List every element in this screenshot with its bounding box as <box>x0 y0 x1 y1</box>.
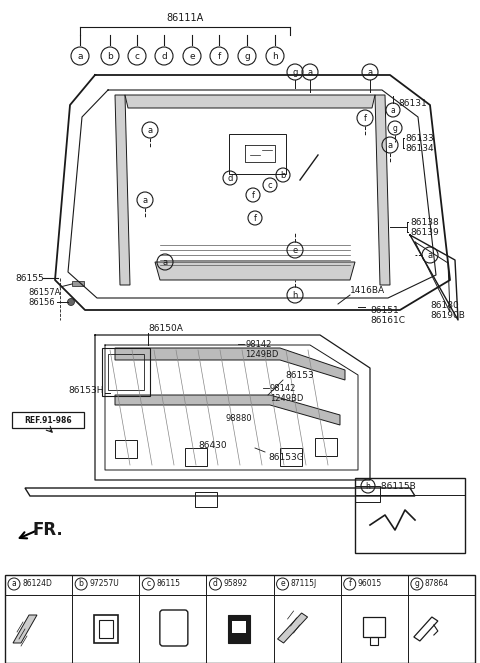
Text: h: h <box>292 290 298 300</box>
Text: e: e <box>280 579 285 589</box>
Polygon shape <box>232 621 246 633</box>
Text: b: b <box>79 579 84 589</box>
Bar <box>195 492 217 507</box>
Text: 86131: 86131 <box>398 99 427 107</box>
Text: 86153G: 86153G <box>268 453 304 461</box>
Text: g: g <box>292 68 298 76</box>
Text: 86155: 86155 <box>15 274 44 282</box>
Bar <box>102 348 150 396</box>
Text: d: d <box>213 579 218 589</box>
Text: 86161C: 86161C <box>370 316 405 324</box>
Text: 98880: 98880 <box>225 414 252 422</box>
Text: 86150A: 86150A <box>148 324 183 333</box>
Text: 1249BD: 1249BD <box>270 394 303 402</box>
Text: 86111A: 86111A <box>167 13 204 23</box>
Bar <box>363 617 385 637</box>
Text: a: a <box>367 68 372 76</box>
Text: 86115B: 86115B <box>378 481 416 491</box>
Bar <box>355 486 380 502</box>
Text: h: h <box>366 481 371 491</box>
Text: 86153: 86153 <box>285 371 314 379</box>
Text: a: a <box>143 196 147 204</box>
Text: e: e <box>292 245 298 255</box>
Text: f: f <box>253 213 256 223</box>
Text: 97257U: 97257U <box>89 579 119 589</box>
Text: 86134: 86134 <box>405 143 433 152</box>
Text: 86124D: 86124D <box>22 579 52 589</box>
Text: 86430: 86430 <box>198 440 227 450</box>
Bar <box>108 354 144 390</box>
Bar <box>94 615 118 643</box>
Text: 86157A: 86157A <box>28 288 60 296</box>
Bar <box>72 281 84 286</box>
Text: c: c <box>134 52 140 60</box>
Text: f: f <box>252 190 254 200</box>
Text: FR.: FR. <box>32 521 63 539</box>
Text: a: a <box>12 579 16 589</box>
Text: 86153H: 86153H <box>68 385 104 394</box>
Text: f: f <box>217 52 221 60</box>
Text: a: a <box>391 105 396 115</box>
Bar <box>185 448 207 466</box>
Text: a: a <box>162 257 168 267</box>
Text: REF.91-986: REF.91-986 <box>24 416 72 424</box>
Polygon shape <box>115 348 345 380</box>
Text: 86180: 86180 <box>430 300 459 310</box>
Text: f: f <box>348 579 351 589</box>
Text: a: a <box>147 125 153 135</box>
Text: a: a <box>77 52 83 60</box>
Polygon shape <box>125 95 375 108</box>
Text: 87115J: 87115J <box>290 579 317 589</box>
Bar <box>370 637 378 645</box>
Text: 86190B: 86190B <box>430 310 465 320</box>
Text: 86156: 86156 <box>28 298 55 306</box>
Text: a: a <box>307 68 312 76</box>
Circle shape <box>68 298 74 306</box>
Text: g: g <box>393 123 397 133</box>
Text: e: e <box>189 52 195 60</box>
Text: 86139: 86139 <box>410 227 439 237</box>
Polygon shape <box>228 615 250 643</box>
Bar <box>5 575 475 663</box>
Text: c: c <box>268 180 272 190</box>
Text: f: f <box>363 113 367 123</box>
Text: 98142: 98142 <box>245 339 271 349</box>
Polygon shape <box>375 95 390 285</box>
Bar <box>280 448 302 466</box>
Text: b: b <box>280 170 286 180</box>
Text: 87864: 87864 <box>425 579 449 589</box>
Text: 1416BA: 1416BA <box>350 286 385 294</box>
Text: 98142: 98142 <box>270 383 296 392</box>
Text: b: b <box>107 52 113 60</box>
Text: 86138: 86138 <box>410 217 439 227</box>
Bar <box>315 438 337 456</box>
Text: a: a <box>427 251 432 259</box>
Text: h: h <box>272 52 278 60</box>
Text: 86151: 86151 <box>370 306 399 314</box>
Polygon shape <box>115 395 340 425</box>
Text: 86133: 86133 <box>405 133 434 143</box>
Text: 1249BD: 1249BD <box>245 349 278 359</box>
Bar <box>99 620 113 638</box>
Text: 95892: 95892 <box>223 579 248 589</box>
Bar <box>12 412 84 428</box>
Polygon shape <box>155 262 355 280</box>
Text: 96015: 96015 <box>358 579 382 589</box>
Polygon shape <box>115 95 130 285</box>
Text: d: d <box>161 52 167 60</box>
Text: c: c <box>146 579 150 589</box>
Text: g: g <box>244 52 250 60</box>
Text: 86115: 86115 <box>156 579 180 589</box>
Polygon shape <box>13 615 37 643</box>
Text: d: d <box>228 174 233 182</box>
Text: g: g <box>414 579 420 589</box>
Bar <box>115 440 137 458</box>
Polygon shape <box>277 613 308 643</box>
Text: a: a <box>387 141 393 149</box>
Bar <box>355 478 465 553</box>
